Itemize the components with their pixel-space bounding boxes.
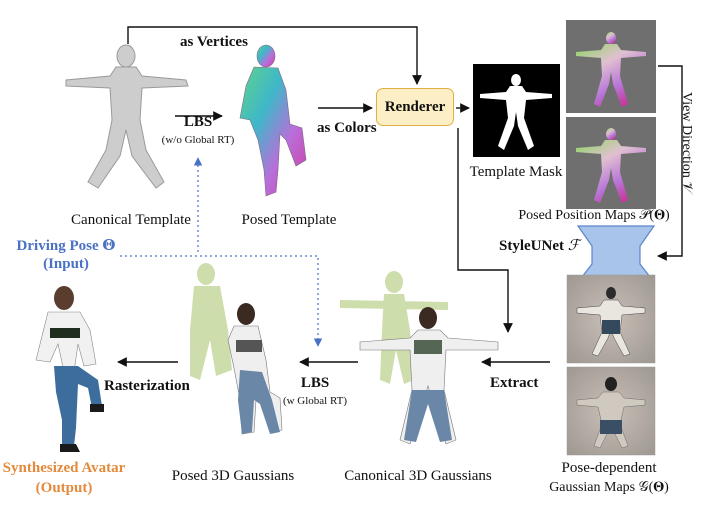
lbs-label-1: LBS — [183, 114, 213, 130]
rasterization-label: Rasterization — [104, 378, 190, 394]
template-to-canonical-arrow — [457, 128, 513, 333]
driving-pose-sub-label: (Input) — [43, 256, 89, 272]
canonical-gaussians-icon — [340, 271, 499, 445]
styleunet-symbol: ℱ — [567, 238, 580, 254]
canonical-template-label: Canonical Template — [71, 212, 191, 228]
posed-template-icon — [239, 44, 307, 197]
as-vertices-arrow — [127, 26, 422, 85]
view-direction-arrow — [657, 65, 683, 261]
posed-gaussians-icon — [190, 263, 283, 435]
posed-position-maps-label: Posed Position Maps 𝒫(𝚯) — [518, 208, 670, 223]
driving-pose-label: Driving Pose 𝚯 — [16, 238, 116, 254]
styleunet-block — [576, 225, 656, 283]
styleunet-label: StyleUNet ℱ — [499, 236, 580, 255]
gaussian-map-icon-2 — [566, 366, 656, 456]
as-colors-label: as Colors — [317, 120, 377, 136]
photo-avatar-icon — [35, 286, 104, 452]
renderer-box: Renderer — [376, 88, 454, 126]
synthesized-avatar-label: Synthesized Avatar — [2, 460, 126, 476]
lbs-sub-label-2: (w Global RT) — [282, 395, 348, 407]
position-map-icon — [566, 20, 656, 113]
lbs-sub-label-1: (w/o Global RT) — [161, 134, 235, 146]
synthesized-avatar-sub-label: (Output) — [35, 480, 93, 496]
canonical-template-icon — [65, 44, 189, 189]
template-mask-label: Template Mask — [469, 164, 563, 180]
position-map-icon-2 — [566, 117, 656, 209]
gaussian-maps-label: Gaussian Maps 𝒢(𝚯) — [549, 480, 669, 495]
lbs-label-2: LBS — [300, 375, 330, 391]
posed-3d-gaussians-label: Posed 3D Gaussians — [171, 468, 295, 484]
arrows — [117, 26, 683, 367]
view-direction-label: View Direction 𝒱 — [679, 92, 694, 194]
canonical-3d-gaussians-label: Canonical 3D Gaussians — [344, 468, 492, 484]
driving-pose-arrows — [120, 157, 323, 347]
styleunet-text: StyleUNet — [499, 238, 564, 254]
as-vertices-label: as Vertices — [180, 34, 248, 50]
gaussian-map-icon — [566, 274, 656, 364]
template-mask-silhouette — [480, 74, 552, 150]
pose-dependent-label: Pose-dependent — [561, 460, 657, 476]
posed-template-label: Posed Template — [241, 212, 337, 228]
extract-label: Extract — [490, 375, 539, 391]
